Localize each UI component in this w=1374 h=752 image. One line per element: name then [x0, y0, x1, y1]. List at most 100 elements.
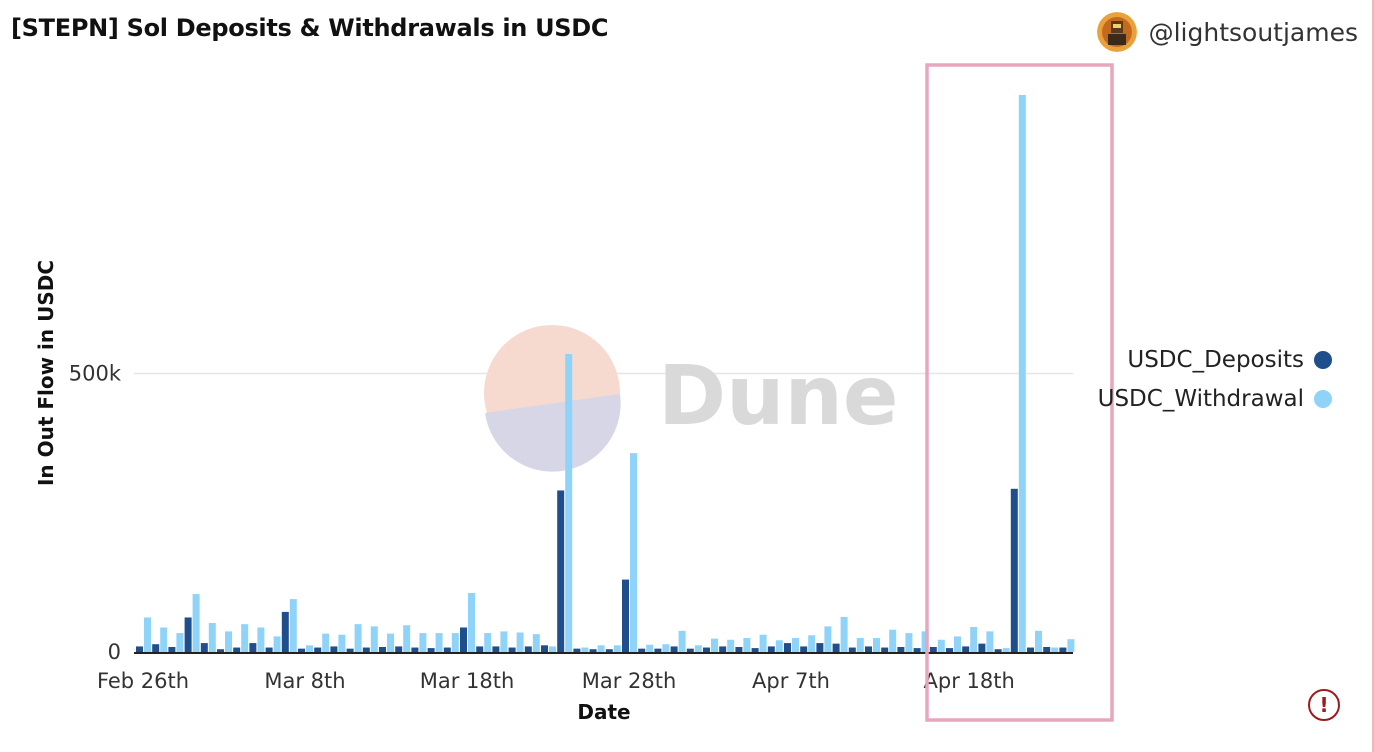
bar-withdrawal[interactable] — [532, 634, 540, 652]
bar-withdrawal[interactable] — [792, 638, 799, 652]
bar-withdrawal[interactable] — [257, 627, 265, 652]
bar-deposits[interactable] — [557, 490, 565, 652]
bar-deposits[interactable] — [362, 647, 370, 652]
bar-deposits[interactable] — [978, 643, 986, 652]
bar-withdrawal[interactable] — [484, 633, 492, 652]
bar-deposits[interactable] — [1043, 646, 1051, 652]
bar-withdrawal[interactable] — [694, 645, 702, 652]
bar-withdrawal[interactable] — [176, 633, 184, 652]
bar-withdrawal[interactable] — [370, 626, 378, 652]
bar-withdrawal[interactable] — [192, 594, 200, 652]
bar-withdrawal[interactable] — [565, 354, 573, 652]
bar-withdrawal[interactable] — [986, 631, 994, 652]
bar-withdrawal[interactable] — [289, 599, 297, 652]
bar-deposits[interactable] — [589, 649, 597, 652]
bar-withdrawal[interactable] — [338, 634, 346, 652]
bar-deposits[interactable] — [314, 647, 322, 652]
bar-deposits[interactable] — [379, 646, 386, 652]
bar-withdrawal[interactable] — [306, 645, 313, 652]
avatar-icon[interactable] — [1096, 12, 1137, 52]
bar-deposits[interactable] — [654, 648, 662, 652]
legend-item-withdrawal[interactable]: USDC_Withdrawal — [1098, 379, 1332, 418]
bar-deposits[interactable] — [751, 648, 759, 652]
bar-withdrawal[interactable] — [581, 647, 589, 652]
bar-withdrawal[interactable] — [451, 633, 459, 652]
bar-deposits[interactable] — [217, 649, 224, 652]
bar-deposits[interactable] — [848, 647, 856, 652]
bar-deposits[interactable] — [427, 648, 435, 652]
bar-withdrawal[interactable] — [889, 629, 897, 652]
bar-withdrawal[interactable] — [630, 453, 637, 652]
bar-deposits[interactable] — [832, 643, 840, 652]
bar-deposits[interactable] — [249, 643, 257, 652]
bar-withdrawal[interactable] — [824, 626, 832, 652]
bar-deposits[interactable] — [994, 649, 1002, 652]
bar-withdrawal[interactable] — [241, 624, 249, 652]
bar-withdrawal[interactable] — [840, 616, 848, 652]
bar-deposits[interactable] — [767, 646, 775, 652]
bar-withdrawal[interactable] — [646, 644, 654, 652]
bar-withdrawal[interactable] — [921, 631, 929, 652]
bar-deposits[interactable] — [265, 647, 273, 652]
author-badge[interactable]: @lightsoutjames — [1096, 12, 1358, 52]
bar-deposits[interactable] — [800, 646, 808, 652]
bar-deposits[interactable] — [897, 646, 905, 652]
bar-deposits[interactable] — [524, 646, 532, 652]
bar-withdrawal[interactable] — [322, 633, 330, 652]
bar-deposits[interactable] — [492, 646, 500, 652]
bar-deposits[interactable] — [508, 647, 516, 652]
bar-withdrawal[interactable] — [160, 627, 168, 652]
bar-deposits[interactable] — [686, 648, 694, 652]
bar-withdrawal[interactable] — [873, 638, 880, 652]
bar-deposits[interactable] — [865, 646, 872, 652]
bar-deposits[interactable] — [476, 646, 484, 652]
bar-deposits[interactable] — [703, 647, 710, 652]
bar-withdrawal[interactable] — [613, 645, 621, 652]
bar-deposits[interactable] — [946, 648, 953, 652]
bar-deposits[interactable] — [605, 649, 613, 652]
bar-withdrawal[interactable] — [208, 623, 216, 652]
bar-deposits[interactable] — [638, 648, 646, 652]
bar-deposits[interactable] — [411, 647, 419, 652]
bar-deposits[interactable] — [816, 643, 824, 652]
bar-deposits[interactable] — [670, 646, 678, 652]
bar-withdrawal[interactable] — [387, 633, 394, 652]
bar-deposits[interactable] — [330, 646, 338, 652]
bar-withdrawal[interactable] — [273, 636, 281, 652]
bar-deposits[interactable] — [395, 646, 403, 652]
bar-withdrawal[interactable] — [905, 633, 913, 652]
bar-withdrawal[interactable] — [1051, 647, 1059, 652]
bar-withdrawal[interactable] — [516, 632, 524, 652]
bar-deposits[interactable] — [735, 646, 743, 652]
bar-deposits[interactable] — [784, 643, 791, 652]
legend-item-deposits[interactable]: USDC_Deposits — [1098, 340, 1332, 379]
bar-deposits[interactable] — [168, 646, 176, 652]
bar-withdrawal[interactable] — [678, 630, 686, 652]
bar-withdrawal[interactable] — [1002, 648, 1010, 652]
bar-deposits[interactable] — [1059, 647, 1067, 652]
bar-withdrawal[interactable] — [403, 625, 411, 652]
bar-withdrawal[interactable] — [1035, 630, 1042, 652]
bar-withdrawal[interactable] — [500, 631, 508, 652]
bar-withdrawal[interactable] — [775, 640, 783, 652]
bar-withdrawal[interactable] — [727, 639, 735, 652]
bar-deposits[interactable] — [233, 647, 241, 652]
bar-deposits[interactable] — [622, 579, 629, 652]
bar-withdrawal[interactable] — [549, 646, 556, 652]
bar-deposits[interactable] — [281, 611, 289, 652]
bar-withdrawal[interactable] — [1067, 639, 1075, 652]
bar-withdrawal[interactable] — [711, 638, 718, 652]
bar-withdrawal[interactable] — [954, 636, 961, 652]
bar-withdrawal[interactable] — [808, 635, 816, 652]
bar-withdrawal[interactable] — [597, 645, 605, 652]
bar-withdrawal[interactable] — [354, 624, 362, 652]
bar-withdrawal[interactable] — [225, 631, 232, 652]
bar-withdrawal[interactable] — [419, 633, 427, 652]
bar-withdrawal[interactable] — [468, 592, 475, 652]
bar-deposits[interactable] — [719, 646, 727, 652]
bar-deposits[interactable] — [298, 648, 305, 652]
bar-deposits[interactable] — [184, 617, 192, 652]
bar-withdrawal[interactable] — [937, 639, 945, 652]
bar-deposits[interactable] — [1027, 647, 1034, 652]
bar-deposits[interactable] — [136, 646, 143, 652]
